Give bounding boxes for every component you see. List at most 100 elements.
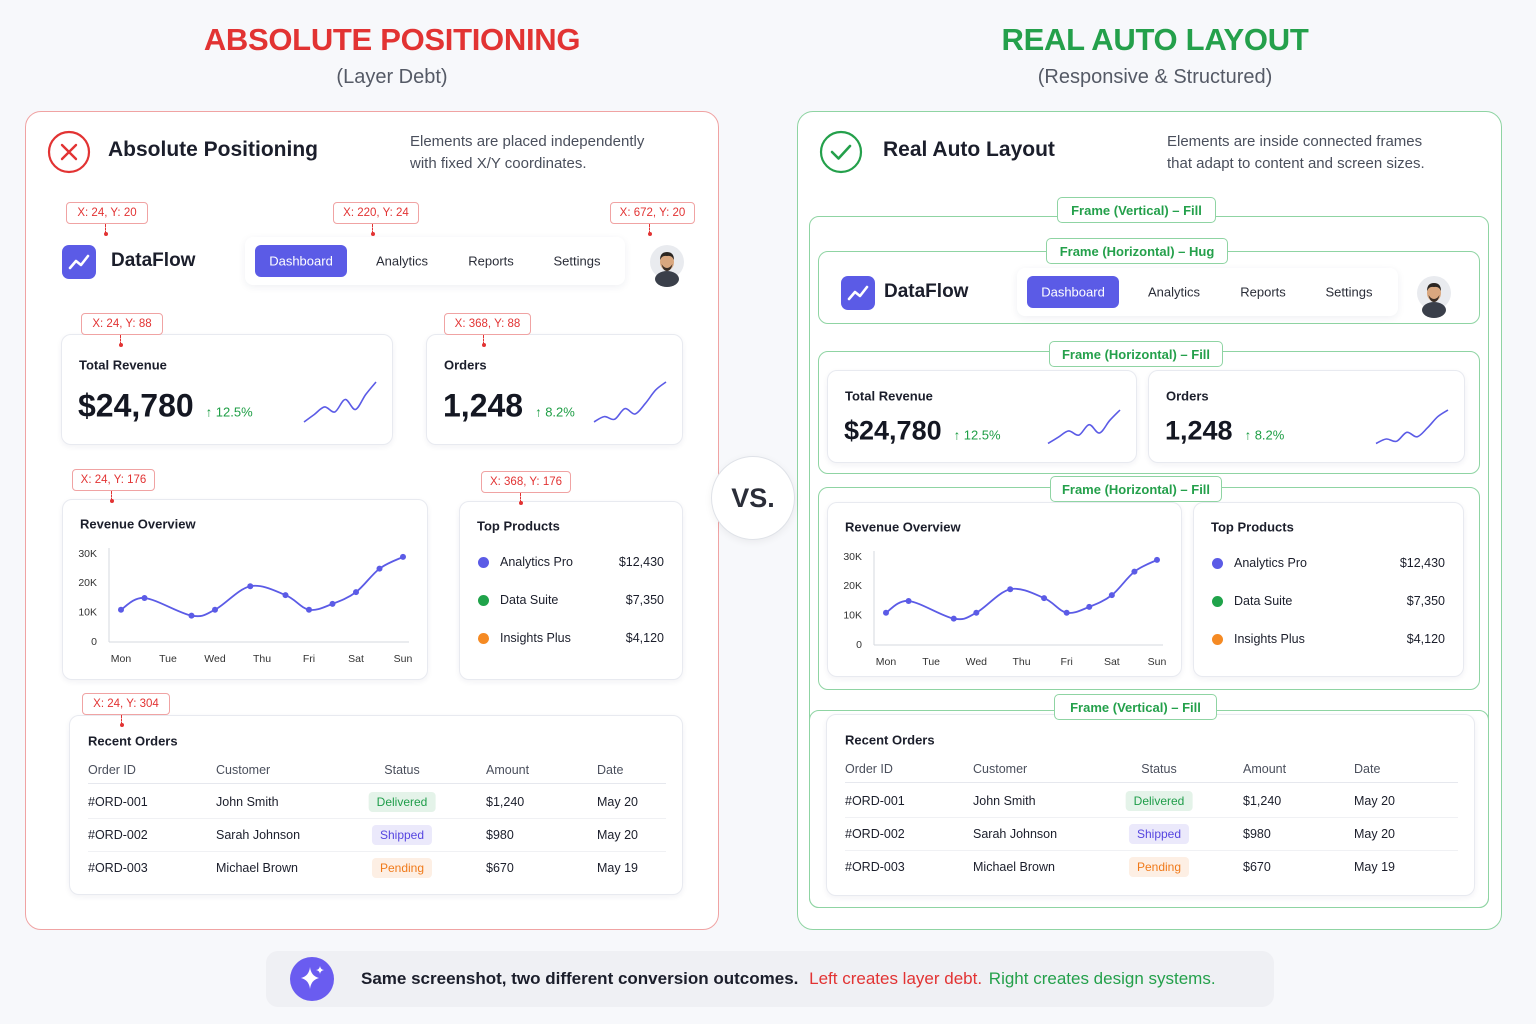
order-cell: $1,240	[1243, 794, 1282, 808]
avatar-hair	[1427, 283, 1441, 291]
coordinate-tag: X: 368, Y: 88	[444, 313, 531, 335]
sparkline	[593, 380, 667, 423]
left-subheading: (Layer Debt)	[336, 66, 448, 88]
top-products-card: Top Products Analytics Pro $12,430 Data Sui…	[1193, 502, 1464, 677]
kpi-change: ↑ 12.5%	[953, 427, 1001, 443]
product-dot	[478, 556, 489, 568]
tag-dot	[370, 232, 375, 236]
order-cell: May 20	[1354, 794, 1395, 808]
revenue-point	[1007, 586, 1014, 593]
tag-dot	[118, 343, 123, 347]
tag-connector	[520, 493, 521, 503]
x-tick-label: Sat	[1104, 656, 1120, 668]
coordinate-tag: X: 672, Y: 20	[610, 202, 695, 224]
product-value: $4,120	[1406, 632, 1445, 646]
revenue-card: Revenue Overview 0 10K 20K 30K Mon Tue Wed Thu Fr…	[827, 502, 1182, 677]
avatar	[1417, 276, 1451, 318]
kpi-row: $24,780 ↑ 12.5%	[78, 388, 253, 425]
y-tick-label: 30K	[78, 548, 97, 560]
order-cell: $670	[486, 861, 514, 875]
coordinate-tag: X: 24, Y: 88	[81, 313, 163, 335]
revenue-point	[883, 609, 889, 616]
description-line: with fixed X/Y coordinates.	[410, 155, 587, 172]
revenue-point	[282, 592, 289, 599]
avatar-hair	[660, 252, 674, 260]
y-tick-label: 0	[856, 639, 862, 651]
product-name: Insights Plus	[500, 631, 571, 645]
avatar	[650, 245, 684, 287]
status-pill: Pending	[371, 858, 433, 878]
kpi-value: 1,248	[443, 387, 524, 424]
nav-tab: Reports	[468, 253, 514, 269]
order-cell: #ORD-001	[845, 794, 905, 808]
tag-dot	[647, 232, 652, 236]
card-title: Top Products	[477, 518, 560, 534]
revenue-point	[141, 595, 148, 601]
order-cell: May 20	[597, 828, 638, 842]
logo-icon	[62, 245, 96, 279]
revenue-point	[950, 615, 957, 622]
top-products-card: Top Products Analytics Pro $12,430 Data Sui…	[459, 501, 683, 680]
column-header: Amount	[486, 763, 530, 777]
kpi-value: 1,248	[1165, 415, 1233, 446]
left-description: Elements are placed independently with f…	[410, 131, 644, 175]
error-icon	[47, 130, 91, 174]
tag-dot	[481, 343, 486, 347]
vs-badge: VS.	[711, 456, 795, 540]
kpi-card: Orders 1,248 ↑ 8.2%	[1148, 370, 1465, 463]
kpi-value: $24,780	[78, 387, 194, 424]
order-cell: #ORD-002	[88, 828, 148, 842]
status-pill: Shipped	[1128, 824, 1190, 844]
tag-connector	[483, 335, 484, 345]
x-tick-label: Wed	[966, 656, 988, 668]
frame-tag: Frame (Horizontal) – Hug	[1046, 238, 1228, 264]
status-pill: Shipped	[371, 825, 433, 845]
tag-dot	[103, 232, 108, 236]
status-pill: Delivered	[1125, 791, 1193, 811]
product-dot	[1212, 595, 1223, 607]
status-pill: Delivered	[368, 792, 436, 812]
coordinate-tag: X: 368, Y: 176	[481, 471, 571, 493]
x-tick-label: Tue	[159, 653, 177, 665]
x-tick-label: Sat	[348, 653, 364, 665]
order-cell: $980	[486, 828, 514, 842]
order-cell: $1,240	[486, 795, 525, 809]
x-tick-label: Fri	[303, 653, 315, 665]
sparkle-icon	[290, 957, 334, 1001]
revenue-point	[306, 606, 312, 613]
kpi-card: Orders 1,248 ↑ 8.2%	[426, 334, 683, 445]
x-tick-label: Thu	[1012, 656, 1030, 668]
nav-bar: Dashboard Analytics Reports Settings	[1017, 268, 1398, 316]
frame-tag: Frame (Horizontal) – Fill	[1050, 476, 1222, 502]
card-title: Recent Orders	[845, 732, 935, 748]
tag-connector	[372, 224, 373, 234]
order-cell: #ORD-002	[845, 827, 905, 841]
tag-connector	[121, 715, 122, 725]
row-divider	[845, 817, 1458, 818]
footer-text: Same screenshot, two different conversio…	[361, 969, 1216, 989]
kpi-value: $24,780	[844, 415, 942, 446]
tag-dot	[119, 723, 124, 727]
y-tick-label: 10K	[78, 606, 97, 618]
product-dot	[1212, 557, 1223, 569]
sparkline-line	[1375, 409, 1449, 445]
orders-card: Recent Orders Order ID Customer Status Amoun…	[69, 715, 683, 895]
tag-connector	[105, 224, 106, 234]
kpi-label: Total Revenue	[79, 357, 167, 373]
product-value: $12,430	[618, 555, 664, 569]
card-title: Top Products	[1211, 519, 1294, 535]
column-header: Customer	[973, 762, 1028, 776]
sparkline-line	[593, 380, 667, 423]
product-dot	[478, 594, 489, 606]
x-tick-label: Tue	[922, 656, 940, 668]
nav-tab: Analytics	[375, 253, 429, 269]
product-name: Data Suite	[500, 593, 559, 607]
column-header: Date	[1354, 762, 1381, 776]
right-title: Real Auto Layout	[883, 138, 1055, 161]
revenue-point	[400, 553, 406, 560]
y-tick-label: 20K	[78, 577, 97, 589]
revenue-line	[885, 559, 1158, 621]
avatar-face	[1427, 284, 1441, 302]
coordinate-tag: X: 220, Y: 24	[333, 202, 419, 224]
column-header: Amount	[1243, 762, 1287, 776]
